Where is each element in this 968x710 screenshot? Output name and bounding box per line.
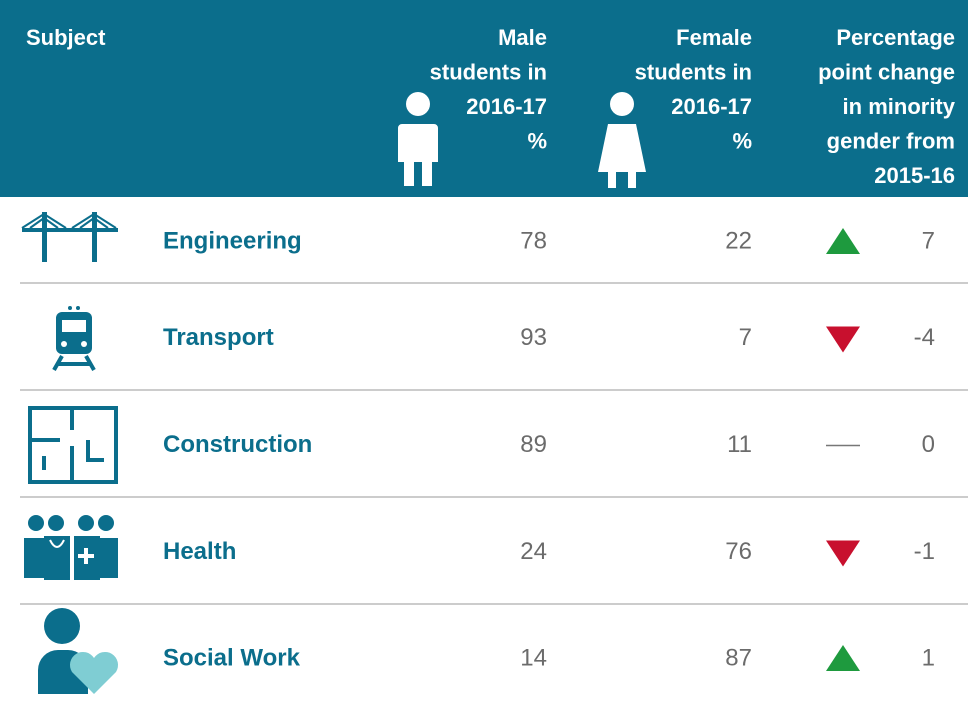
header-subject: Subject	[26, 25, 106, 50]
header-female: Female	[676, 25, 752, 50]
male-value: 89	[520, 431, 547, 458]
down-arrow	[826, 326, 860, 353]
change-value: -4	[914, 324, 935, 351]
floorplan-icon	[28, 406, 118, 484]
bridge-icon	[21, 212, 118, 262]
subject: Health	[163, 538, 236, 565]
female-value: 11	[727, 431, 752, 458]
female-value: 76	[725, 538, 752, 565]
header-change: 2015-16	[874, 163, 955, 188]
train-icon	[52, 306, 96, 371]
header-female: students in	[635, 60, 752, 85]
female-value: 7	[739, 324, 752, 351]
header-male: 2016-17	[466, 94, 547, 119]
change-value: -1	[914, 538, 935, 565]
up-arrow	[826, 228, 860, 254]
health-icon	[24, 515, 118, 580]
male-value: 93	[520, 324, 547, 351]
header-background	[0, 0, 968, 197]
subject: Social Work	[163, 644, 301, 671]
subject: Engineering	[163, 227, 302, 254]
header-female: 2016-17	[671, 94, 752, 119]
header-female: %	[732, 129, 752, 154]
subject: Transport	[163, 324, 274, 351]
change-value: 0	[922, 431, 935, 458]
header-male: students in	[430, 60, 547, 85]
header-male: Male	[498, 25, 547, 50]
female-value: 87	[725, 644, 752, 671]
female-icon	[598, 92, 646, 188]
up-arrow	[826, 645, 860, 671]
male-value: 24	[520, 538, 547, 565]
down-arrow	[826, 540, 860, 567]
header-change: gender from	[827, 129, 955, 154]
header-change: Percentage	[836, 25, 955, 50]
subject: Construction	[163, 431, 312, 458]
male-value: 78	[520, 227, 547, 254]
male-icon	[398, 92, 438, 186]
header-change: point change	[818, 60, 955, 85]
header-male: %	[527, 129, 547, 154]
change-value: 1	[922, 644, 935, 671]
header-change: in minority	[843, 94, 956, 119]
change-value: 7	[922, 227, 935, 254]
male-value: 14	[520, 644, 547, 671]
social-work-icon	[38, 608, 119, 694]
female-value: 22	[725, 227, 752, 254]
